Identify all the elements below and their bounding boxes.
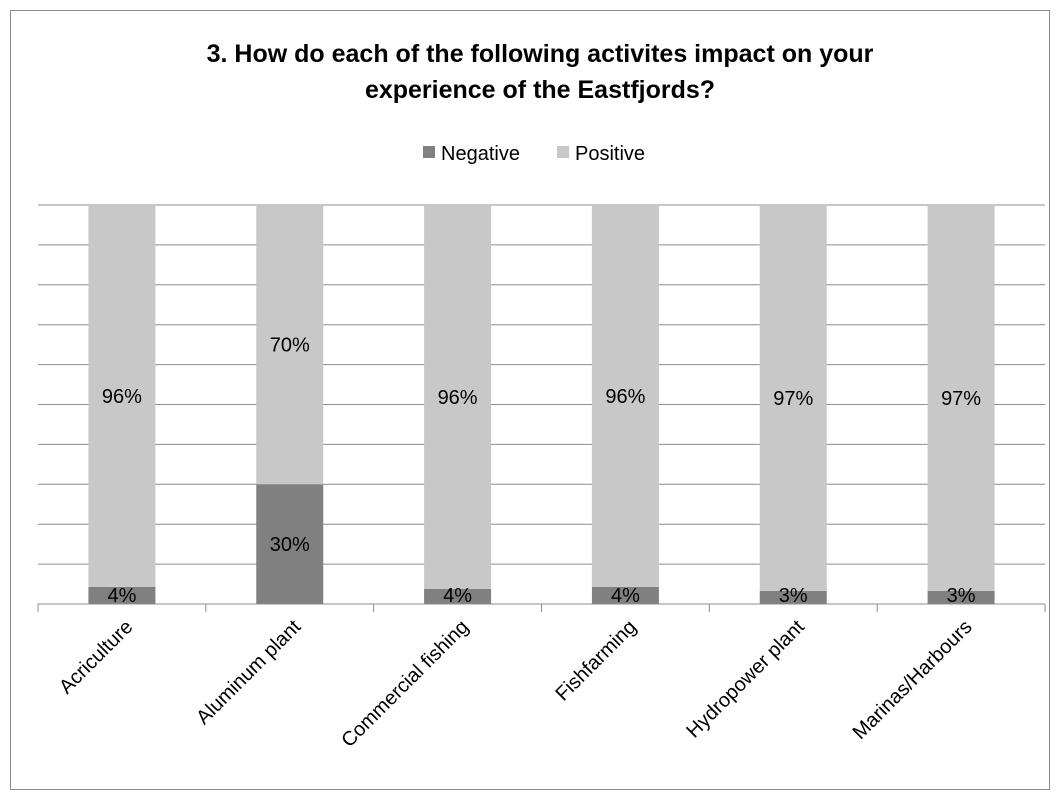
bars (88, 205, 995, 604)
data-label-negative-2: 4% (443, 585, 472, 607)
data-label-positive-5: 97% (941, 388, 981, 410)
legend-swatch-negative (423, 146, 435, 158)
legend-label-positive: Positive (575, 143, 645, 165)
bar-negative-0 (88, 586, 156, 604)
data-label-negative-4: 3% (779, 585, 808, 607)
data-label-negative-5: 3% (947, 585, 976, 607)
data-label-positive-3: 96% (605, 386, 645, 408)
bar-positive-4 (759, 205, 827, 591)
data-label-positive-2: 96% (438, 387, 478, 409)
bar-negative-4 (759, 590, 827, 604)
data-label-negative-3: 4% (611, 585, 640, 607)
x-tick-label-3: Fishfarming (552, 616, 641, 705)
bar-positive-3 (591, 205, 659, 587)
chart-title-line1: 3. How do each of the following activite… (207, 40, 874, 68)
bar-negative-3 (591, 586, 659, 604)
legend-label-negative: Negative (441, 143, 520, 165)
x-tick-label-0: Acriculture (55, 616, 137, 698)
data-label-positive-4: 97% (773, 388, 813, 410)
chart-title-line2: experience of the Eastfjords? (365, 76, 715, 104)
data-labels: 4% 96% 30% 70% 4% 96% 4% 96% 3% 97% 3% 97% (102, 335, 981, 607)
bar-positive-5 (927, 205, 995, 591)
bar-negative-5 (927, 590, 995, 604)
legend-swatch-positive (557, 146, 569, 158)
gridlines (38, 204, 1045, 565)
data-label-positive-0: 96% (102, 386, 142, 408)
bar-positive-1 (256, 205, 324, 485)
bar-negative-1 (256, 484, 324, 604)
data-label-negative-1: 30% (270, 534, 310, 556)
bar-negative-2 (424, 588, 492, 604)
x-axis: Acriculture Aluminum plant Commercial fish… (37, 603, 1046, 752)
legend: Negative Positive (423, 143, 645, 165)
data-label-positive-1: 70% (270, 335, 310, 357)
x-tick-label-1: Aluminum plant (192, 616, 305, 729)
bar-positive-0 (88, 205, 156, 587)
x-tick-label-5: Marinas/Harbours (849, 616, 977, 744)
data-label-negative-0: 4% (107, 585, 136, 607)
bar-positive-2 (424, 205, 492, 589)
x-tick-label-4: Hydropower plant (682, 616, 809, 743)
chart-frame (10, 10, 1050, 790)
x-tick-label-2: Commercial fishing (337, 616, 473, 752)
